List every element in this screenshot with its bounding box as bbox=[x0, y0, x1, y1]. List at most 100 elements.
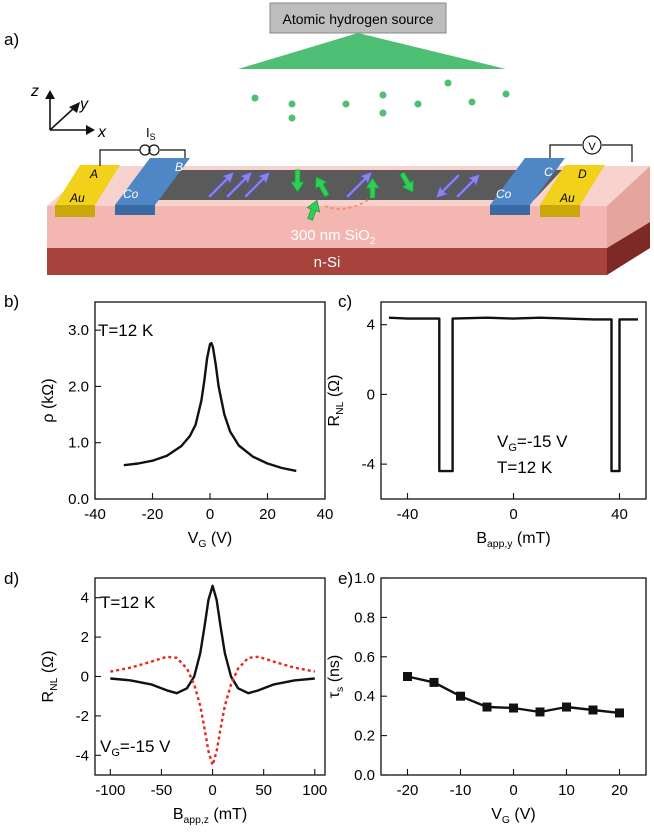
electrode-c-label: C bbox=[544, 165, 553, 179]
co-left-label: Co bbox=[123, 187, 139, 201]
hydrogen-spins bbox=[290, 169, 415, 221]
axis-z-label: z bbox=[30, 83, 39, 100]
n-si-right-face bbox=[607, 222, 650, 275]
chart-e-frame bbox=[380, 577, 647, 776]
co-left-top bbox=[115, 158, 190, 205]
au-left-top bbox=[55, 165, 120, 205]
chart-d-ylabel: RNL (Ω) bbox=[40, 651, 60, 703]
spin-arrows bbox=[207, 171, 481, 199]
chart-d-xtick-label-3: 50 bbox=[255, 782, 272, 799]
voltmeter bbox=[549, 135, 633, 162]
chart-e: -20 -10 0 10 20 0.0 0.2 0.4 0.6 0.8 1.0 VG (V) τs (n… bbox=[326, 570, 647, 826]
chart-e-ytick-label-3: 0.6 bbox=[354, 649, 375, 666]
chart-e-point-7 bbox=[588, 705, 598, 715]
chart-e-point-6 bbox=[562, 702, 571, 712]
chart-c-xtick-label-1: 0 bbox=[509, 506, 517, 523]
panel-a: a) Atomic hydrogen source z y x n-Si 300… bbox=[4, 2, 650, 275]
hydrogen-source-label: Atomic hydrogen source bbox=[283, 11, 434, 27]
chart-b-xtick-label-4: 40 bbox=[317, 506, 334, 523]
chart-c-xtick-label-2: 40 bbox=[611, 506, 628, 523]
chart-d-ytick-label-1: -2 bbox=[76, 708, 89, 725]
chart-e-ytick-label-0: 0.0 bbox=[354, 767, 375, 784]
chart-e-xtick-label-0: -20 bbox=[397, 782, 419, 799]
chart-b-ytick-label-0: 0.0 bbox=[68, 491, 89, 508]
sio2-label: 300 nm SiO2 bbox=[291, 227, 376, 247]
chart-d-xtick-label-4: 100 bbox=[302, 782, 327, 799]
panel-e-label: e) bbox=[338, 569, 353, 588]
chart-e-point-3 bbox=[482, 702, 492, 712]
current-label: IS bbox=[146, 125, 156, 142]
chart-e-xtick-label-3: 10 bbox=[558, 782, 575, 799]
chart-e-xlabel: VG (V) bbox=[491, 806, 536, 826]
chart-b-xtick-label-0: -40 bbox=[84, 506, 106, 523]
n-si-layer bbox=[47, 248, 607, 275]
chart-d-xtick-label-1: -50 bbox=[151, 782, 173, 799]
chart-d-series-1-line bbox=[110, 655, 316, 767]
axis-y-label: y bbox=[79, 96, 89, 113]
panel-d-label: d) bbox=[4, 569, 19, 588]
chart-e-ytick-label-4: 0.8 bbox=[354, 609, 375, 626]
chart-b: -40 -20 0 20 40 0.0 1.0 2.0 3.0 VG (V) ρ (kΩ) bbox=[40, 301, 334, 550]
chart-e-ytick-label-1: 0.2 bbox=[354, 728, 375, 745]
voltmeter-label: V bbox=[588, 141, 596, 153]
chart-d-ytick-label-2: 0 bbox=[81, 669, 89, 686]
chart-e-xtick-label-1: -10 bbox=[450, 782, 472, 799]
panel-c-label: c) bbox=[338, 292, 352, 311]
chart-b-xtick-label-2: 0 bbox=[206, 506, 214, 523]
chart-d-annotation-temp: T=12 K bbox=[100, 593, 156, 612]
chart-e-point-5 bbox=[535, 707, 545, 717]
axis-x-label: x bbox=[97, 124, 107, 141]
chart-c-ytick-label-2: 4 bbox=[367, 317, 375, 334]
panel-a-label: a) bbox=[4, 30, 19, 49]
chart-e-ytick-label-5: 1.0 bbox=[354, 570, 375, 587]
chart-b-xlabel: VG (V) bbox=[188, 530, 233, 550]
chart-e-point-0 bbox=[403, 672, 412, 681]
chart-b-xtick-label-3: 20 bbox=[259, 506, 276, 523]
chart-c-series-0-line bbox=[388, 316, 638, 473]
au-left-label: Au bbox=[69, 191, 85, 205]
chart-e-ylabel: τs (ns) bbox=[326, 655, 346, 699]
chart-c-ylabel: RNL (Ω) bbox=[326, 375, 346, 427]
chart-d-ytick-label-3: 2 bbox=[81, 629, 89, 646]
current-source bbox=[99, 144, 186, 166]
hydrogen-source-box bbox=[269, 2, 447, 34]
co-left-front bbox=[115, 205, 155, 215]
hydrogen-beam bbox=[238, 33, 506, 69]
chart-c-xlabel: Bapp,y (mT) bbox=[476, 530, 550, 550]
chart-e-point-2 bbox=[456, 691, 465, 701]
chart-d-series-0-line bbox=[110, 584, 315, 695]
chart-d-xtick-label-0: -100 bbox=[95, 782, 125, 799]
chart-c-annotation-gate: VG=-15 V bbox=[497, 432, 568, 454]
chart-b-series-0-line bbox=[123, 341, 297, 473]
chart-d-xtick-label-2: 0 bbox=[208, 782, 216, 799]
chart-b-ytick-label-3: 3.0 bbox=[68, 322, 89, 339]
n-si-label: n-Si bbox=[314, 254, 341, 271]
chart-b-xtick-label-1: -20 bbox=[142, 506, 164, 523]
chart-d-ytick-label-0: -4 bbox=[76, 747, 89, 764]
axis-triad bbox=[45, 90, 95, 135]
co-right-top bbox=[490, 158, 565, 205]
panel-b-label: b) bbox=[4, 292, 19, 311]
au-left-front bbox=[55, 205, 95, 217]
chart-c-ytick-label-0: -4 bbox=[362, 456, 375, 473]
chart-b-ytick-label-1: 1.0 bbox=[68, 435, 89, 452]
au-right-front bbox=[540, 205, 580, 217]
chart-b-annotation: T=12 K bbox=[98, 321, 154, 340]
chart-d-ytick-label-4: 4 bbox=[81, 590, 89, 607]
chart-e-xtick-label-2: 0 bbox=[509, 782, 517, 799]
electrode-b-label: B bbox=[175, 160, 183, 174]
hydrogen-atoms bbox=[251, 79, 510, 122]
chart-c-ytick-label-1: 0 bbox=[367, 386, 375, 403]
chart-e-point-4 bbox=[509, 703, 518, 713]
chart-d: -100 -50 0 50 100 -4 -2 0 2 4 Bapp,z (mT) RNL (Ω) bbox=[40, 577, 327, 826]
chart-c-xtick-label-0: -40 bbox=[397, 506, 419, 523]
au-right-label: Au bbox=[559, 191, 575, 205]
chart-d-xlabel: Bapp,z (mT) bbox=[173, 806, 247, 826]
chart-e-ytick-label-2: 0.4 bbox=[354, 688, 375, 705]
sio2-right-face bbox=[607, 166, 650, 248]
co-right-front bbox=[490, 205, 530, 215]
chart-d-annotation-gate: VG=-15 V bbox=[100, 737, 171, 759]
chart-b-ylabel: ρ (kΩ) bbox=[40, 378, 57, 422]
